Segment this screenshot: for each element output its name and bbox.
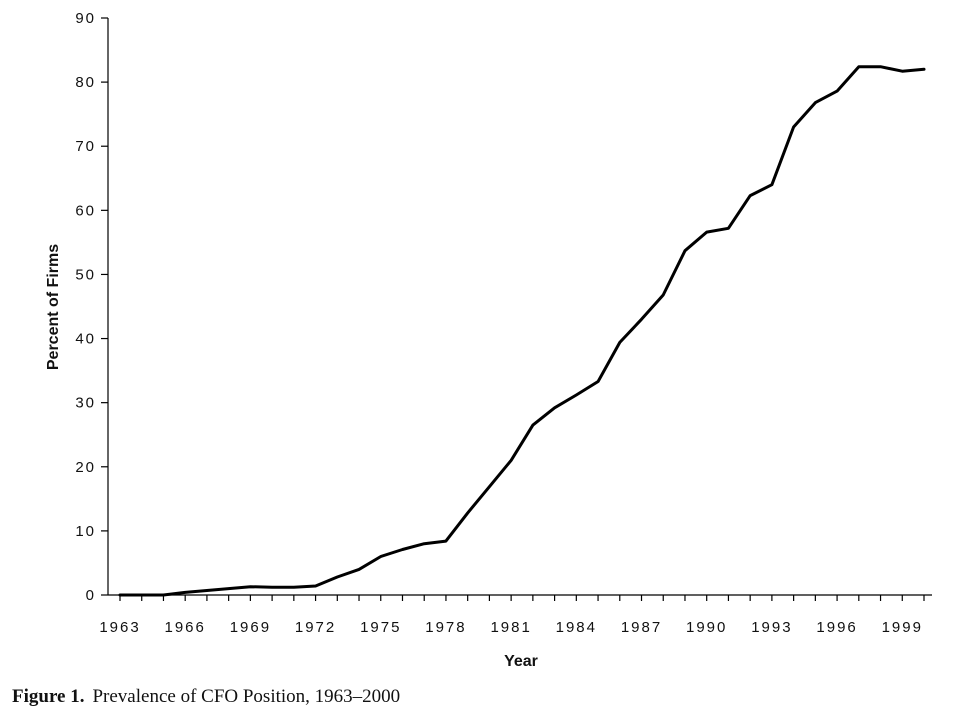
x-tick-label: 1972: [295, 619, 336, 636]
x-tick-label: 1978: [425, 619, 466, 636]
y-tick-label: 20: [75, 459, 96, 476]
x-axis: 1963 1966 1969 1972 1975 1978 1981 1984 1987 1990…: [99, 594, 932, 636]
x-tick-label: 1984: [556, 619, 597, 636]
y-tick-label: 10: [75, 523, 96, 540]
y-tick-label: 30: [75, 395, 96, 412]
x-tick-label: 1996: [816, 619, 857, 636]
y-tick-label: 40: [75, 331, 96, 348]
y-tick-label: 0: [86, 587, 96, 604]
y-tick-label: 90: [75, 10, 96, 27]
y-tick-label: 70: [75, 138, 96, 155]
y-tick-label: 80: [75, 74, 96, 91]
x-tick-label: 1999: [882, 619, 923, 636]
y-axis: 0 10 20 30 40 50 60 70 80 90: [75, 10, 109, 604]
figure-caption: Figure 1. Prevalence of CFO Position, 196…: [12, 686, 400, 708]
y-axis-title: Percent of Firms: [45, 244, 62, 370]
x-tick-label: 1966: [165, 619, 206, 636]
x-tick-label: 1990: [686, 619, 727, 636]
y-tick-label: 60: [75, 202, 96, 219]
x-tick-label: 1975: [360, 619, 401, 636]
figure-caption-label: Figure 1.: [12, 686, 85, 707]
x-axis-title: Year: [504, 653, 538, 670]
y-ticks: 0 10 20 30 40 50 60 70 80 90: [75, 10, 108, 604]
x-tick-label: 1981: [490, 619, 531, 636]
x-ticks: 1963 1966 1969 1972 1975 1978 1981 1984 1987 1990…: [99, 595, 925, 636]
series-group: [118, 65, 926, 597]
y-tick-label: 50: [75, 266, 96, 283]
x-tick-label: 1993: [751, 619, 792, 636]
series-line-0: [118, 65, 926, 597]
x-tick-label: 1987: [621, 619, 662, 636]
x-tick-label: 1963: [99, 619, 140, 636]
figure-caption-text: Prevalence of CFO Position, 1963–2000: [92, 686, 401, 707]
x-tick-label: 1969: [230, 619, 271, 636]
